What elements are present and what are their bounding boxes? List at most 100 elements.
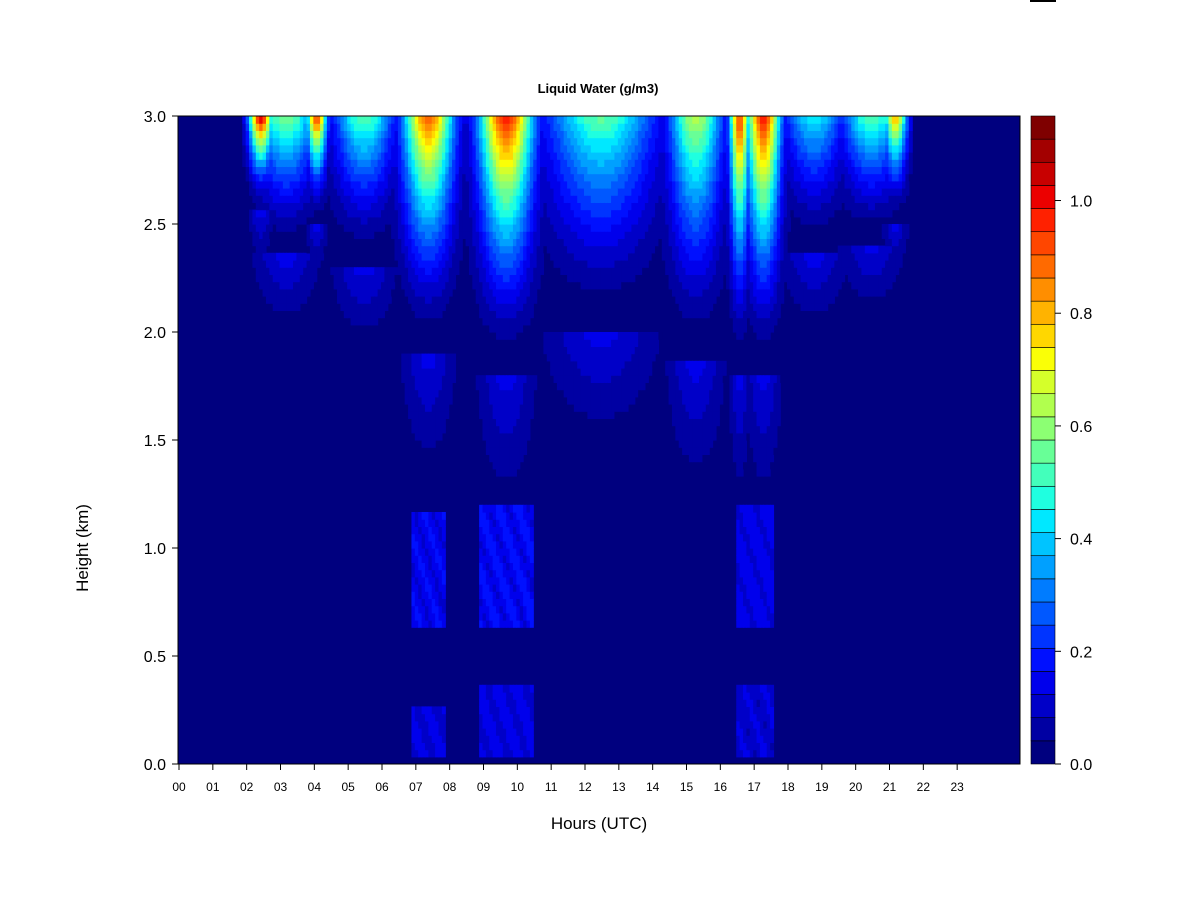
heatmap-cell (688, 310, 693, 319)
heatmap-cell (316, 166, 321, 175)
heatmap-cell (502, 713, 507, 722)
heatmap-cell (353, 137, 358, 146)
heatmap-cell (377, 130, 382, 139)
heatmap-cell (296, 195, 301, 203)
heatmap-cell (715, 216, 720, 225)
heatmap-cell (671, 267, 676, 275)
heatmap-cell (438, 612, 443, 621)
heatmap-cell (265, 159, 270, 167)
heatmap-cell (286, 188, 291, 196)
heatmap-cell (594, 332, 599, 340)
heatmap-cell (303, 180, 308, 189)
heatmap-cell (489, 742, 494, 751)
heatmap-cell (272, 130, 277, 139)
heatmap-cell (611, 224, 616, 232)
heatmap-cell (709, 260, 714, 268)
heatmap-cell (381, 288, 385, 297)
heatmap-cell (424, 425, 429, 434)
heatmap-cell (367, 152, 372, 160)
heatmap-cell (580, 396, 585, 405)
heatmap-cell (712, 404, 717, 412)
heatmap-cell (577, 245, 582, 254)
heatmap-cell (475, 281, 480, 290)
heatmap-cell (441, 576, 446, 585)
heatmap-cell (353, 216, 358, 225)
heatmap-cell (424, 180, 429, 189)
heatmap-cell (357, 281, 362, 290)
heatmap-cell (584, 346, 588, 355)
heatmap-cell (573, 180, 578, 189)
heatmap-cell (431, 418, 436, 427)
heatmap-cell (404, 202, 409, 211)
heatmap-cell (631, 137, 636, 146)
heatmap-cell (594, 195, 599, 203)
heatmap-cell (502, 720, 507, 729)
heatmap-cell (272, 281, 277, 290)
heatmap-cell (512, 260, 517, 268)
heatmap-cell (699, 173, 704, 182)
heatmap-cell (553, 137, 558, 146)
heatmap-cell (671, 159, 676, 167)
heatmap-cell (726, 238, 731, 247)
heatmap-cell (587, 353, 592, 362)
heatmap-cell (269, 188, 274, 196)
heatmap-cell (563, 188, 568, 196)
heatmap-cell (479, 713, 484, 722)
heatmap-cell (272, 166, 277, 175)
heatmap-cell (533, 188, 538, 196)
heatmap-cell (567, 353, 572, 362)
heatmap-cell (699, 166, 704, 175)
heatmap-cell (523, 569, 528, 578)
heatmap-cell (702, 123, 707, 131)
heatmap-cell (421, 418, 426, 427)
heatmap-cell (502, 303, 507, 311)
heatmap-cell (255, 159, 260, 167)
heatmap-cell (553, 116, 558, 124)
heatmap-cell (529, 569, 534, 578)
heatmap-cell (590, 339, 595, 347)
heatmap-cell (563, 267, 568, 275)
heatmap-cell (651, 159, 656, 167)
heatmap-cell (556, 188, 561, 196)
heatmap-cell (265, 137, 270, 146)
heatmap-cell (644, 238, 649, 247)
heatmap-cell (367, 188, 372, 196)
heatmap-cell (533, 267, 538, 275)
heatmap-cell (624, 180, 629, 189)
heatmap-cell (411, 368, 416, 376)
heatmap-cell (502, 267, 507, 275)
heatmap-cell (644, 224, 649, 232)
heatmap-cell (421, 260, 426, 268)
heatmap-cell (468, 252, 473, 261)
heatmap-cell (482, 202, 487, 211)
heatmap-cell (347, 209, 352, 218)
heatmap-cell (499, 555, 504, 563)
heatmap-cell (499, 440, 504, 448)
heatmap-cell (418, 130, 423, 139)
heatmap-cell (489, 375, 494, 383)
heatmap-cell (502, 548, 507, 556)
heatmap-cell (353, 180, 358, 189)
heatmap-cell (722, 245, 727, 254)
heatmap-cell (309, 137, 314, 146)
heatmap-cell (563, 159, 568, 167)
heatmap-cell (381, 188, 385, 196)
heatmap-cell (516, 598, 521, 607)
heatmap-cell (438, 310, 443, 319)
heatmap-cell (279, 180, 284, 189)
heatmap-cell (604, 353, 609, 362)
heatmap-cell (563, 137, 568, 146)
heatmap-cell (668, 382, 673, 391)
heatmap-cell (587, 396, 592, 405)
heatmap-cell (479, 389, 484, 398)
heatmap-cell (397, 195, 402, 203)
heatmap-cell (479, 728, 484, 736)
heatmap-cell (658, 144, 663, 153)
heatmap-cell (533, 274, 538, 283)
heatmap-cell (299, 130, 304, 139)
heatmap-cell (435, 202, 440, 211)
heatmap-cell (289, 116, 294, 124)
heatmap-cell (712, 245, 717, 254)
heatmap-cell (526, 749, 531, 758)
heatmap-cell (320, 159, 325, 167)
